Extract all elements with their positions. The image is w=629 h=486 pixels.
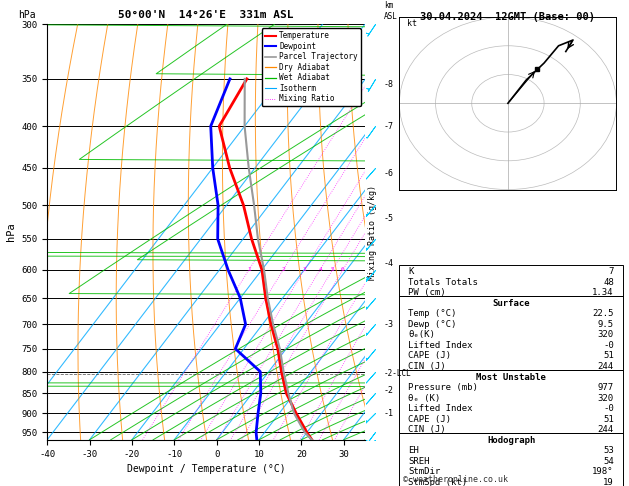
Text: K: K — [408, 267, 414, 276]
Text: Pressure (mb): Pressure (mb) — [408, 383, 478, 392]
Text: CAPE (J): CAPE (J) — [408, 351, 452, 361]
Text: 22.5: 22.5 — [593, 309, 614, 318]
Bar — [399, 370, 623, 434]
Text: 4: 4 — [318, 267, 322, 272]
Text: -0: -0 — [603, 341, 614, 350]
Text: 244: 244 — [598, 425, 614, 434]
X-axis label: Dewpoint / Temperature (°C): Dewpoint / Temperature (°C) — [126, 464, 286, 474]
Text: 1: 1 — [247, 267, 251, 272]
Bar — [399, 434, 623, 486]
Text: CAPE (J): CAPE (J) — [408, 415, 452, 424]
Text: -0: -0 — [603, 404, 614, 413]
Text: km
ASL: km ASL — [384, 1, 398, 21]
Text: Surface: Surface — [493, 299, 530, 308]
Text: 320: 320 — [598, 394, 614, 402]
Text: -7: -7 — [384, 122, 394, 131]
Text: -6: -6 — [384, 169, 394, 178]
Text: 5: 5 — [331, 267, 335, 272]
Text: 48: 48 — [603, 278, 614, 287]
Text: StmSpd (kt): StmSpd (kt) — [408, 478, 467, 486]
Bar — [399, 296, 623, 370]
Text: 3: 3 — [303, 267, 306, 272]
Text: Mixing Ratio (g/kg): Mixing Ratio (g/kg) — [368, 185, 377, 279]
Text: 977: 977 — [598, 383, 614, 392]
Text: Most Unstable: Most Unstable — [476, 372, 546, 382]
Text: © weatheronline.co.uk: © weatheronline.co.uk — [403, 474, 508, 484]
Text: Lifted Index: Lifted Index — [408, 404, 473, 413]
Text: -2: -2 — [384, 386, 394, 396]
Text: 198°: 198° — [593, 467, 614, 476]
Text: SREH: SREH — [408, 457, 430, 466]
Text: CIN (J): CIN (J) — [408, 425, 446, 434]
Text: -3: -3 — [384, 320, 394, 330]
Y-axis label: hPa: hPa — [6, 223, 16, 242]
Legend: Temperature, Dewpoint, Parcel Trajectory, Dry Adiabat, Wet Adiabat, Isotherm, Mi: Temperature, Dewpoint, Parcel Trajectory… — [262, 28, 361, 106]
Text: -8: -8 — [384, 80, 394, 89]
Text: 50°00'N  14°26'E  331m ASL: 50°00'N 14°26'E 331m ASL — [118, 10, 294, 20]
Text: PW (cm): PW (cm) — [408, 288, 446, 297]
Text: -2-LCL: -2-LCL — [384, 369, 411, 378]
Text: Temp (°C): Temp (°C) — [408, 309, 457, 318]
Text: StmDir: StmDir — [408, 467, 440, 476]
Text: 7: 7 — [608, 267, 614, 276]
Text: EH: EH — [408, 446, 419, 455]
Text: 51: 51 — [603, 415, 614, 424]
Text: hPa: hPa — [19, 10, 36, 20]
Text: 320: 320 — [598, 330, 614, 339]
Text: Totals Totals: Totals Totals — [408, 278, 478, 287]
Text: 244: 244 — [598, 362, 614, 371]
Text: 9.5: 9.5 — [598, 320, 614, 329]
Text: 6: 6 — [341, 267, 345, 272]
Text: 51: 51 — [603, 351, 614, 361]
Text: 30.04.2024  12GMT (Base: 00): 30.04.2024 12GMT (Base: 00) — [420, 12, 596, 22]
Text: Dewp (°C): Dewp (°C) — [408, 320, 457, 329]
Text: -4: -4 — [384, 260, 394, 268]
Text: CIN (J): CIN (J) — [408, 362, 446, 371]
Bar — [399, 265, 623, 296]
Text: 2: 2 — [281, 267, 285, 272]
Text: θₑ (K): θₑ (K) — [408, 394, 440, 402]
Text: -1: -1 — [384, 409, 394, 418]
Text: 53: 53 — [603, 446, 614, 455]
Text: θₑ(K): θₑ(K) — [408, 330, 435, 339]
Text: 19: 19 — [603, 478, 614, 486]
Text: Hodograph: Hodograph — [487, 435, 535, 445]
Text: Lifted Index: Lifted Index — [408, 341, 473, 350]
Text: 1.34: 1.34 — [593, 288, 614, 297]
Text: -5: -5 — [384, 214, 394, 223]
Text: kt: kt — [407, 18, 416, 28]
Text: 54: 54 — [603, 457, 614, 466]
